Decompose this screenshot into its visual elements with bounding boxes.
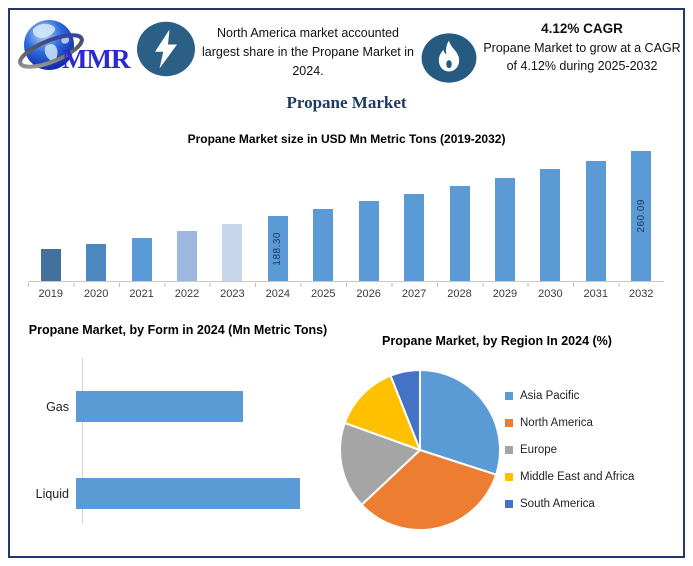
form-row-liquid: Liquid <box>0 478 300 509</box>
legend-item-south-america: South America <box>505 497 634 511</box>
bar-2019 <box>40 249 61 281</box>
bar-column-2024: 188.30 <box>255 148 300 281</box>
axis-label-2028: 2028 <box>447 288 472 300</box>
axis-label-2026: 2026 <box>356 288 381 300</box>
bar-2022 <box>176 231 197 281</box>
bar-data-label-2024: 188.30 <box>272 231 284 266</box>
bar-2032: 260.09 <box>631 151 652 281</box>
cagr-block: 4.12% CAGR Propane Market to grow at a C… <box>482 21 682 75</box>
form-bar-gas <box>76 391 243 422</box>
pie-slice-south-america <box>389 369 421 451</box>
cagr-description: Propane Market to grow at a CAGR of 4.12… <box>483 41 681 74</box>
bar-2031 <box>585 161 606 281</box>
bar-2021 <box>131 238 152 281</box>
bar-column-2020 <box>73 148 118 281</box>
form-chart-title: Propane Market, by Form in 2024 (Mn Metr… <box>28 323 328 337</box>
bar-2030 <box>540 169 561 281</box>
bar-column-2025 <box>301 148 346 281</box>
bar-column-2021 <box>119 148 164 281</box>
form-label-liquid: Liquid <box>35 486 69 501</box>
bar-2020 <box>86 244 107 281</box>
pie-slice-middle-east-and-africa <box>343 374 421 451</box>
axis-label-2021: 2021 <box>129 288 154 300</box>
legend-item-middle-east-and-africa: Middle East and Africa <box>505 470 634 484</box>
bar-column-2022 <box>164 148 209 281</box>
bar-data-label-2032: 260.09 <box>635 199 647 233</box>
bar-2024: 188.30 <box>267 216 288 281</box>
axis-label-2030: 2030 <box>538 288 563 300</box>
legend-label: North America <box>520 417 593 429</box>
region-legend: Asia Pacific North America Europe Middle Ea… <box>505 389 634 524</box>
bar-column-2027 <box>391 148 436 281</box>
bar-column-2028 <box>437 148 482 281</box>
mmr-logo: MMR <box>16 12 141 86</box>
form-label-gas: Gas <box>46 399 69 414</box>
legend-item-north-america: North America <box>505 416 634 430</box>
globe-icon <box>18 20 84 70</box>
legend-label: South America <box>520 498 595 510</box>
legend-label: Middle East and Africa <box>520 471 635 483</box>
x-axis-ticks <box>28 283 664 287</box>
axis-label-2029: 2029 <box>492 288 518 300</box>
region-chart-title: Propane Market, by Region In 2024 (%) <box>382 334 612 348</box>
cagr-value: 4.12% CAGR <box>541 21 623 36</box>
legend-label: Asia Pacific <box>520 390 580 402</box>
form-chart-axis <box>82 358 83 524</box>
axis-label-2022: 2022 <box>174 288 200 300</box>
bar-2027 <box>404 194 425 281</box>
north-america-highlight: North America market accounted largest s… <box>202 26 414 78</box>
form-row-gas: Gas <box>0 391 243 422</box>
legend-label: Europe <box>520 444 558 456</box>
legend-item-europe: Europe <box>505 443 634 457</box>
pie-slice-asia-pacific <box>419 369 501 476</box>
axis-label-2032: 2032 <box>628 288 654 300</box>
axis-label-2031: 2031 <box>583 288 609 300</box>
logo-text: MMR <box>62 44 130 74</box>
legend-item-asia-pacific: Asia Pacific <box>505 389 634 403</box>
bar-column-2023 <box>210 148 255 281</box>
bar-column-2029 <box>482 148 527 281</box>
x-axis-labels: 2019 2020 2021 2022 2023 2024 2025 2026 2027 2028… <box>28 288 664 300</box>
market-size-chart-title: Propane Market size in USD Mn Metric Ton… <box>187 132 506 146</box>
bar-2025 <box>313 209 334 281</box>
axis-label-2019: 2019 <box>38 288 63 300</box>
legend-swatch <box>505 392 513 400</box>
axis-label-2025: 2025 <box>311 288 336 300</box>
axis-label-2027: 2027 <box>401 288 427 300</box>
axis-label-2023: 2023 <box>220 288 245 300</box>
page-title: Propane Market <box>286 93 407 112</box>
flame-icon <box>420 32 478 89</box>
axis-label-2020: 2020 <box>83 288 109 300</box>
bar-column-2030 <box>528 148 573 281</box>
pie-slice-north-america <box>360 449 498 531</box>
legend-swatch <box>505 473 513 481</box>
legend-swatch <box>505 446 513 454</box>
bar-2029 <box>494 178 515 281</box>
bar-column-2026 <box>346 148 391 281</box>
legend-swatch <box>505 419 513 427</box>
axis-label-2024: 2024 <box>265 288 291 300</box>
form-bar-liquid <box>76 478 300 509</box>
bar-2026 <box>358 201 379 281</box>
bar-2028 <box>449 186 470 281</box>
bar-column-2032: 260.09 <box>618 148 663 281</box>
region-pie-chart <box>336 366 504 534</box>
market-size-chart: 188.30 260.09 <box>28 148 664 282</box>
lightning-icon <box>134 19 198 84</box>
legend-swatch <box>505 500 513 508</box>
bar-2023 <box>222 224 243 281</box>
bar-column-2031 <box>573 148 618 281</box>
bar-column-2019 <box>28 148 73 281</box>
